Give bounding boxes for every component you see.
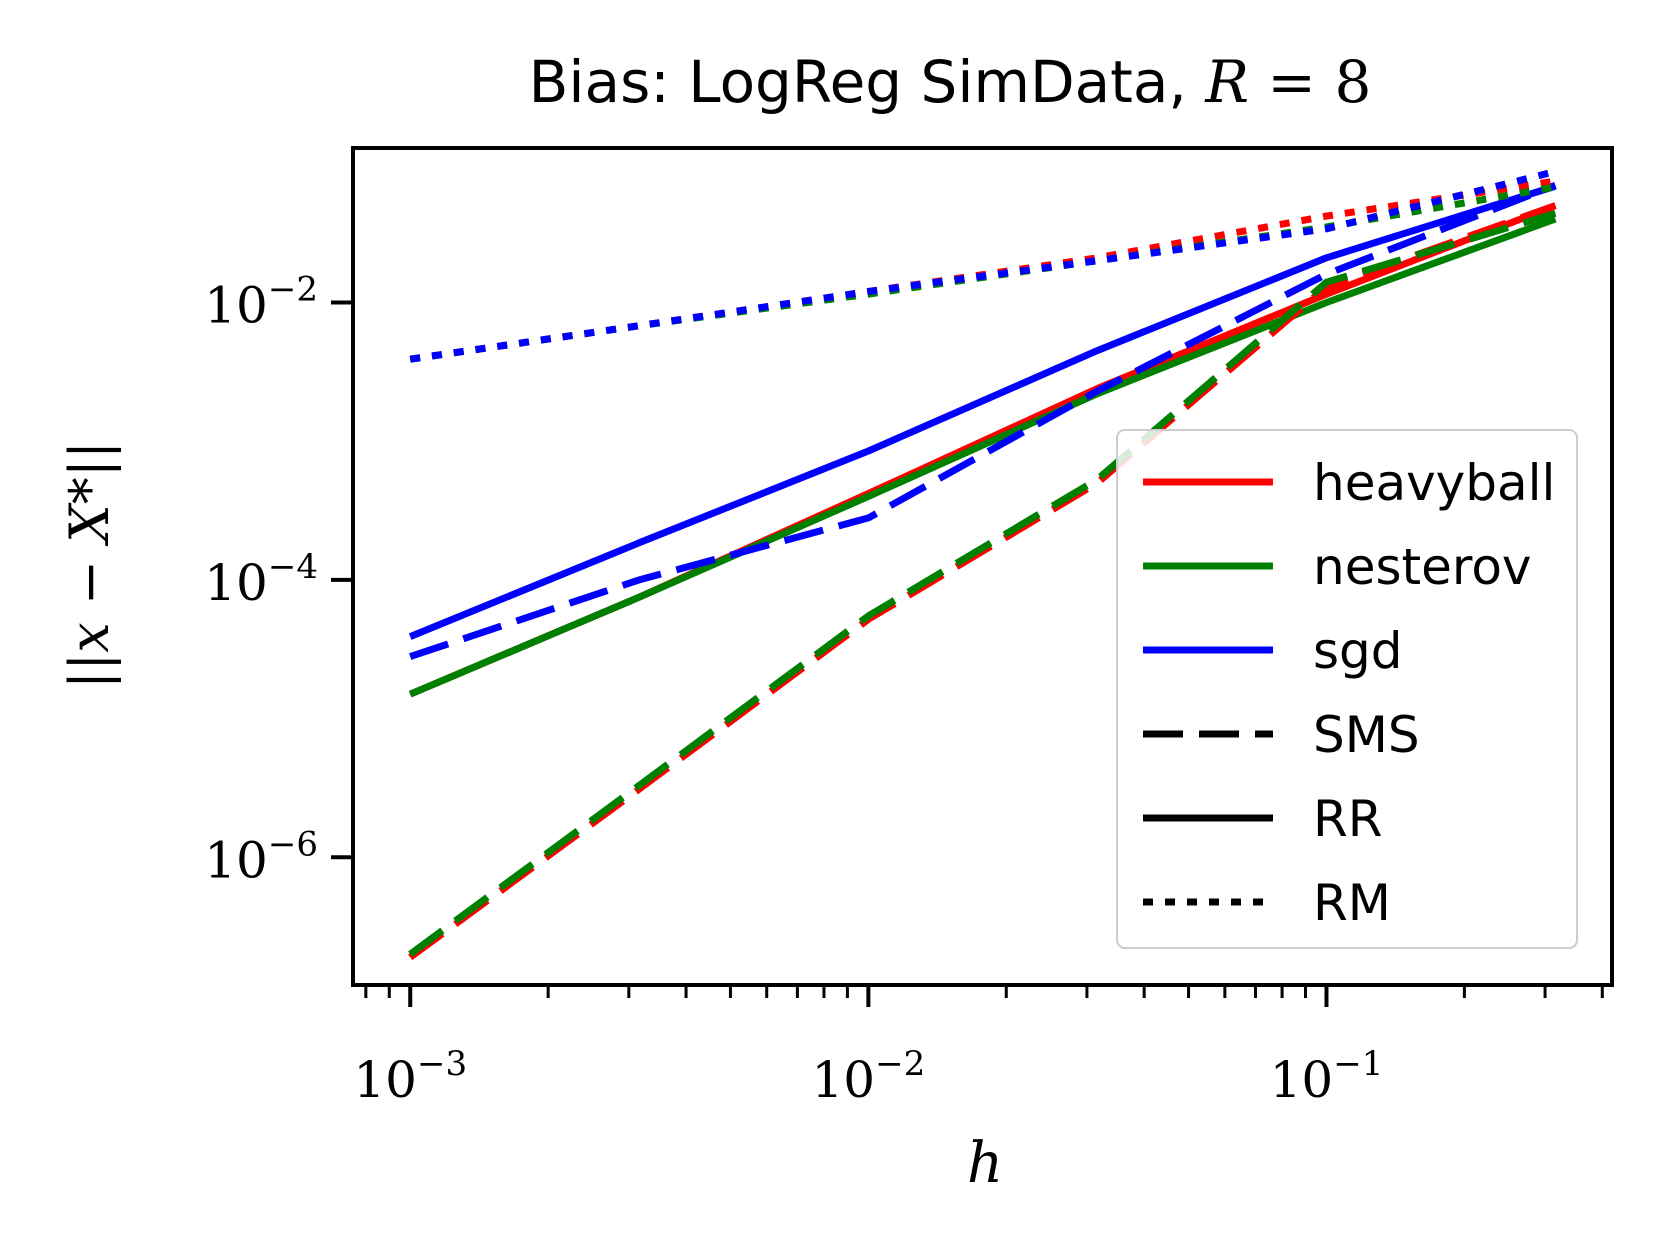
legend-label-rr: RR — [1313, 790, 1382, 848]
chart-title: Bias: LogReg SimData, R = 8 — [529, 48, 1372, 116]
series-lines — [408, 168, 1557, 961]
x-tick-label: 10−1 — [1270, 1044, 1384, 1109]
axis-ticks: 10−3 10−2 10−1 10−2 10−4 10−6 — [204, 269, 1604, 1109]
series-line-nesterov-sms — [408, 209, 1557, 958]
plot-frame — [351, 146, 1614, 987]
y-tick-label: 10−4 — [204, 547, 318, 612]
series-line-sgd-sms — [409, 182, 1557, 660]
series-line-nesterov-rr — [408, 215, 1557, 698]
x-tick-label: 10−2 — [811, 1044, 925, 1109]
legend-label-sms: SMS — [1313, 706, 1420, 764]
legend-label-heavyball: heavyball — [1313, 454, 1555, 512]
y-tick-label: 10−6 — [204, 824, 318, 889]
legend: heavyball nesterov sgd SMS RR RM — [1116, 429, 1578, 949]
legend-label-nesterov: nesterov — [1313, 538, 1532, 596]
y-tick-label: 10−2 — [204, 269, 318, 334]
legend-label-sgd: sgd — [1313, 622, 1403, 680]
series-line-sgd-rr — [408, 182, 1557, 640]
y-axis-label: ||x − X*|| — [58, 441, 121, 689]
chart-title-variable: R — [1204, 48, 1249, 116]
x-tick-label: 10−3 — [353, 1044, 467, 1109]
chart-title-prefix: Bias: LogReg SimData, — [529, 48, 1206, 116]
chart-title-equation: = 8 — [1249, 48, 1371, 116]
legend-label-rm: RM — [1313, 874, 1391, 932]
series-line-sgd-rm — [409, 168, 1557, 363]
x-axis-label: h — [967, 1131, 1003, 1196]
